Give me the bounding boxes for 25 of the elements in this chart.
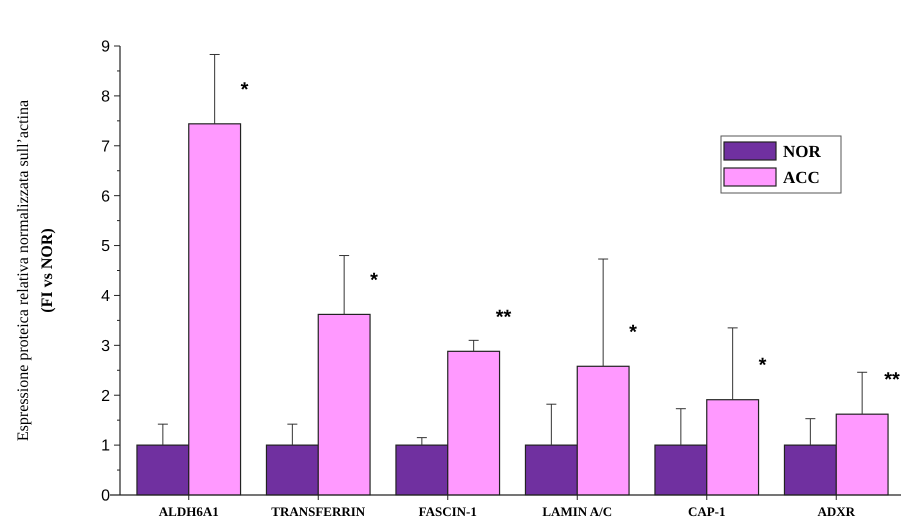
y-axis-title: Espressione proteica relativa normalizzata sull’actina (FI vs NOR) <box>15 100 56 442</box>
legend-label: NOR <box>783 142 822 161</box>
annotation: * <box>629 321 638 344</box>
x-tick-label: CAP-1 <box>688 504 726 519</box>
annotation: * <box>758 354 767 377</box>
y-tick-label: 7 <box>101 138 110 156</box>
y-tick-label: 5 <box>101 238 110 256</box>
x-tick-label: ADXR <box>817 504 856 519</box>
annotation: * <box>240 78 249 101</box>
x-tick-label: FASCIN-1 <box>418 504 477 519</box>
y-tick-label: 8 <box>101 88 110 106</box>
y-tick-label: 4 <box>101 288 110 306</box>
legend-label: ACC <box>783 168 820 187</box>
annotation: * <box>370 269 378 292</box>
y-tick-label: 6 <box>101 188 110 206</box>
x-tick-label: ALDH6A1 <box>158 504 219 519</box>
y-tick-label: 9 <box>101 38 110 56</box>
y-tick-label: 0 <box>101 488 110 505</box>
annotation: ** <box>496 306 512 328</box>
y-tick-label: 3 <box>101 338 110 355</box>
annotation: ** <box>884 369 900 392</box>
y-tick-label: 1 <box>101 438 110 455</box>
x-tick-label: LAMIN A/C <box>542 504 612 519</box>
y-tick-label: 2 <box>101 388 110 405</box>
x-tick-label: TRANSFERRIN <box>271 504 366 519</box>
